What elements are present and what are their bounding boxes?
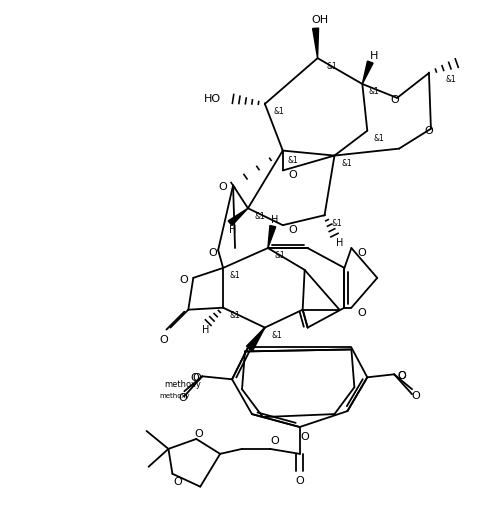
Text: O: O — [173, 477, 182, 486]
Text: &1: &1 — [271, 331, 282, 340]
Text: O: O — [270, 436, 279, 446]
Text: &1: &1 — [326, 62, 337, 71]
Text: H: H — [336, 238, 343, 248]
Text: H: H — [229, 225, 237, 235]
Text: O: O — [391, 95, 400, 105]
Text: OH: OH — [311, 15, 328, 26]
Polygon shape — [228, 208, 248, 225]
Text: O: O — [295, 476, 304, 486]
Text: O: O — [192, 374, 201, 383]
Text: &1: &1 — [274, 251, 285, 261]
Text: HO: HO — [204, 94, 221, 104]
Polygon shape — [313, 28, 319, 58]
Text: H: H — [202, 324, 209, 335]
Text: O: O — [190, 374, 199, 383]
Polygon shape — [362, 61, 373, 84]
Text: &1: &1 — [446, 75, 456, 83]
Text: O: O — [219, 182, 227, 192]
Text: O: O — [412, 391, 420, 401]
Text: O: O — [159, 335, 168, 344]
Text: &1: &1 — [230, 311, 241, 320]
Text: O: O — [209, 248, 218, 258]
Text: H: H — [271, 215, 279, 225]
Polygon shape — [268, 225, 276, 248]
Text: &1: &1 — [287, 156, 298, 165]
Text: &1: &1 — [374, 134, 385, 143]
Text: &1: &1 — [369, 87, 380, 97]
Text: &1: &1 — [331, 219, 342, 228]
Text: O: O — [288, 225, 297, 235]
Text: O: O — [179, 275, 188, 285]
Text: O: O — [357, 248, 366, 258]
Text: O: O — [398, 371, 407, 381]
Text: &1: &1 — [273, 107, 284, 117]
Polygon shape — [246, 328, 265, 349]
Text: O: O — [194, 429, 203, 439]
Text: H: H — [370, 51, 378, 61]
Text: O: O — [288, 171, 297, 180]
Text: O: O — [398, 371, 407, 381]
Text: methoxy: methoxy — [159, 393, 190, 399]
Text: &1: &1 — [255, 212, 265, 221]
Text: &1: &1 — [341, 159, 352, 168]
Text: &1: &1 — [230, 271, 241, 281]
Text: O: O — [357, 308, 366, 318]
Text: methoxy: methoxy — [164, 380, 201, 389]
Text: O: O — [300, 432, 309, 442]
Text: O: O — [425, 126, 433, 136]
Polygon shape — [247, 328, 265, 351]
Text: O: O — [178, 393, 187, 403]
